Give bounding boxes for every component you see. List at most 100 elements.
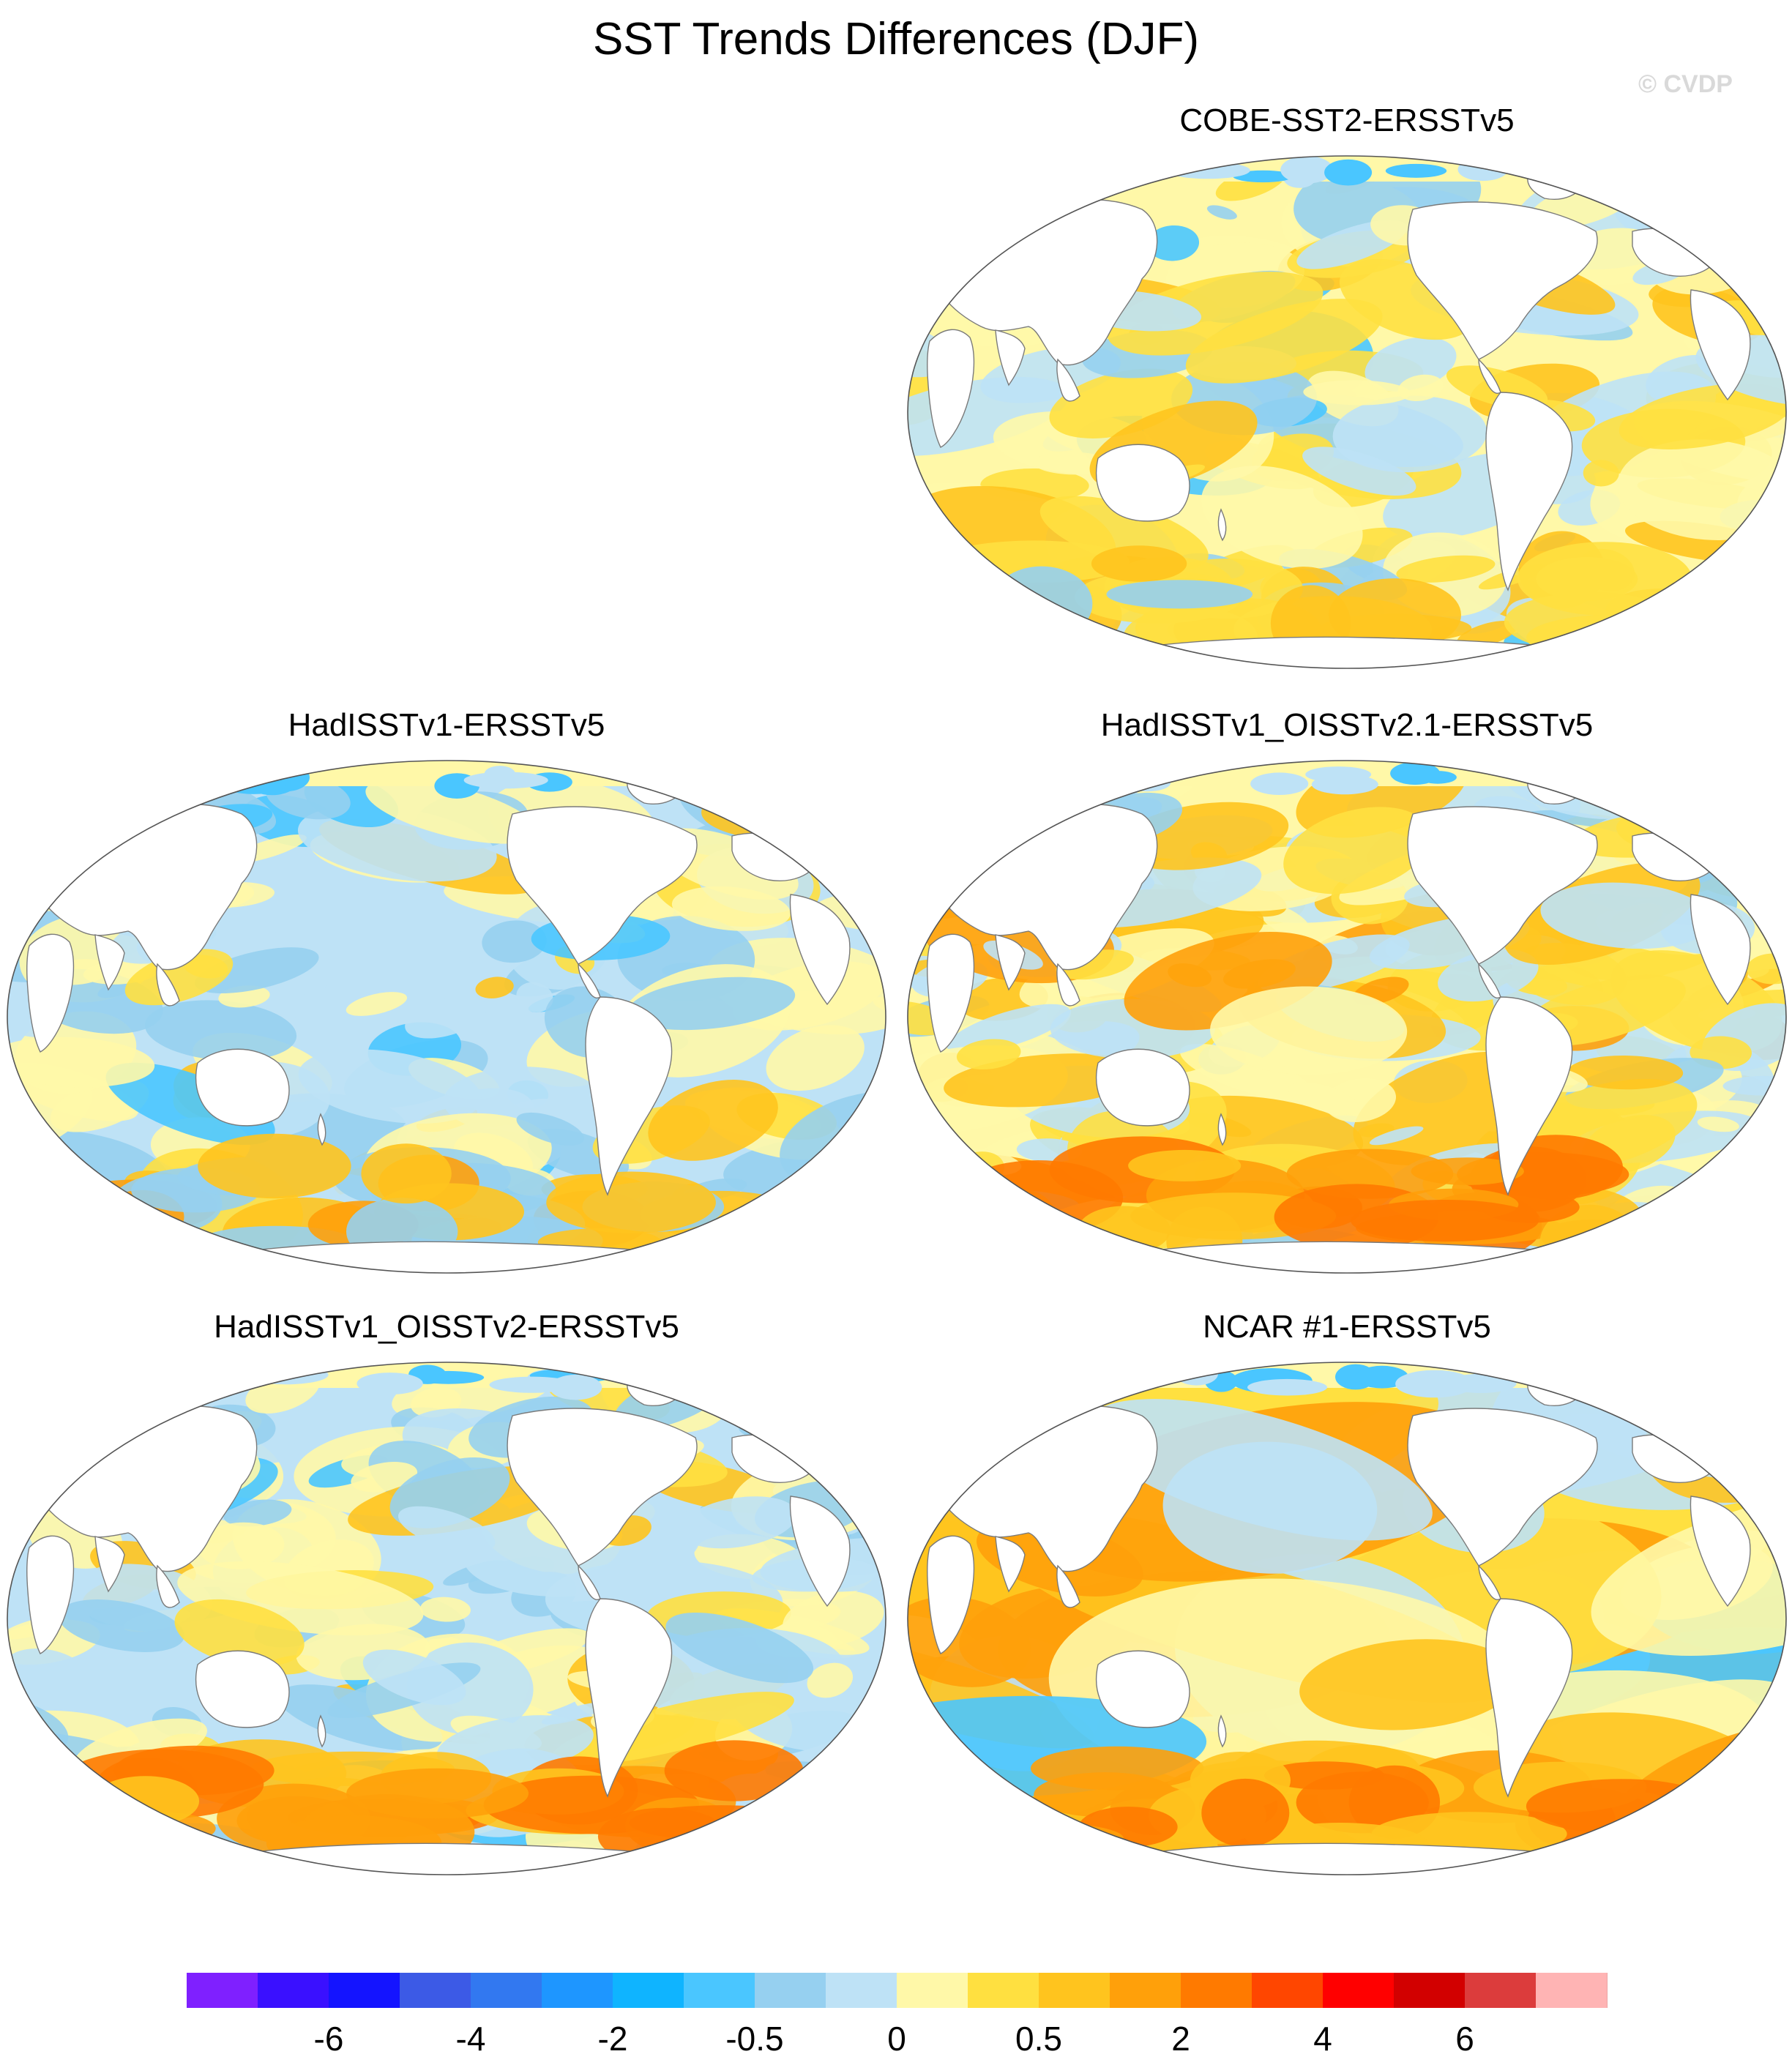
land-newzealand	[317, 1714, 326, 1748]
land-namerica	[507, 806, 698, 965]
map-hadisstv1-oisstv2	[7, 1362, 886, 1875]
land-camerica	[578, 1564, 601, 1600]
main-title: SST Trends Differences (DJF)	[592, 14, 1200, 64]
land-africa2	[789, 1495, 851, 1607]
land	[26, 1375, 851, 1875]
land-newzealand	[1217, 508, 1227, 542]
land-camerica	[1478, 963, 1501, 998]
land-samerica	[1485, 1598, 1573, 1798]
sst-field	[7, 761, 886, 1273]
land-india	[94, 934, 125, 991]
sst-field	[7, 1362, 886, 1875]
land-camerica	[1478, 1564, 1501, 1600]
colorbar-box	[1536, 1973, 1608, 2008]
colorbar-tick-label: 4	[1313, 2020, 1332, 2058]
colorbar-box	[826, 1973, 897, 2008]
land-australia	[1095, 1650, 1190, 1728]
land-africa	[926, 329, 975, 448]
panel-hadisstv1-oisstv21: HadISSTv1_OISSTv2.1-ERSSTv5	[900, 707, 1792, 1278]
land-africa2	[789, 894, 851, 1006]
land-newzealand	[317, 1113, 326, 1146]
land-seasia	[1056, 963, 1080, 1007]
land-africa	[926, 1535, 975, 1654]
land-seasia	[156, 1564, 180, 1608]
land-seasia	[1056, 358, 1080, 402]
colorbar-box	[187, 1973, 258, 2008]
map-outline	[7, 1362, 886, 1875]
colorbar-box	[1110, 1973, 1181, 2008]
sst-field	[908, 761, 1786, 1273]
land-africa	[926, 933, 975, 1053]
panel-title-hadisstv1-oisstv2: HadISSTv1_OISSTv2-ERSSTv5	[214, 1309, 679, 1345]
land-africa2	[1690, 894, 1751, 1006]
land-africa	[26, 1535, 75, 1654]
land-namerica	[1407, 1408, 1598, 1567]
panel-title-ncar: NCAR #1-ERSSTv5	[1203, 1309, 1491, 1345]
land-camerica	[578, 963, 601, 998]
land-camerica	[1478, 358, 1501, 394]
colorbar-box	[1181, 1973, 1252, 2008]
colorbar-tick-label: 0.5	[1015, 2020, 1062, 2058]
land-seasia	[156, 963, 180, 1007]
land-seasia	[1056, 1564, 1080, 1608]
panel-cobe: COBE-SST2-ERSSTv5	[900, 102, 1792, 673]
land-namerica	[507, 1408, 698, 1567]
panel-title-hadisstv1-oisstv21: HadISSTv1_OISSTv2.1-ERSSTv5	[1100, 707, 1594, 743]
panel-hadisstv1-oisstv2: HadISSTv1_OISSTv2-ERSSTv5	[0, 1309, 893, 1880]
colorbar-box	[471, 1973, 542, 2008]
colorbar-tick-label: 2	[1171, 2020, 1190, 2058]
colorbar-tick-label: 6	[1455, 2020, 1474, 2058]
colorbar-box	[542, 1973, 613, 2008]
cvdp-watermark: © CVDP	[1638, 70, 1733, 98]
map-outline	[907, 155, 1787, 669]
land-namerica	[1407, 806, 1598, 965]
colorbar-tick-label: -6	[313, 2020, 344, 2058]
colorbar-box	[1039, 1973, 1110, 2008]
land-namerica	[1407, 201, 1598, 360]
colorbar-box	[755, 1973, 826, 2008]
panel-title-cobe: COBE-SST2-ERSSTv5	[1179, 102, 1515, 138]
land-samerica	[585, 996, 673, 1196]
colorbar-box	[258, 1973, 329, 2008]
land-africa	[26, 933, 75, 1053]
colorbar	[187, 1973, 1608, 2008]
colorbar-box	[1394, 1973, 1466, 2008]
map-hadisstv1	[7, 760, 886, 1274]
colorbar-tick-label: -0.5	[725, 2020, 784, 2058]
land-australia	[1095, 1048, 1190, 1127]
map-outline	[7, 760, 886, 1274]
colorbar-box	[684, 1973, 755, 2008]
land-samerica	[1485, 392, 1573, 591]
colorbar-box	[400, 1973, 471, 2008]
map-outline	[907, 760, 1787, 1274]
colorbar-box	[1465, 1973, 1537, 2008]
land-india	[995, 934, 1026, 991]
map-hadisstv1-oisstv21	[907, 760, 1787, 1274]
land-samerica	[1485, 996, 1573, 1196]
sst-field	[908, 1362, 1786, 1875]
colorbar-box	[329, 1973, 400, 2008]
colorbar-tick-label: -2	[597, 2020, 628, 2058]
land-australia	[195, 1650, 290, 1728]
map-outline	[907, 1362, 1787, 1875]
map-ncar	[907, 1362, 1787, 1875]
panel-ncar: NCAR #1-ERSSTv5	[900, 1309, 1792, 1880]
panel-title-hadisstv1: HadISSTv1-ERSSTv5	[288, 707, 605, 743]
land-india	[94, 1536, 125, 1593]
colorbar-box	[1252, 1973, 1324, 2008]
land-newzealand	[1217, 1113, 1227, 1146]
colorbar-box	[613, 1973, 684, 2008]
land-africa2	[1690, 289, 1751, 401]
land-india	[995, 1536, 1026, 1593]
sst-field	[908, 156, 1786, 668]
land-newzealand	[1217, 1714, 1227, 1748]
colorbar-box	[968, 1973, 1039, 2008]
land-india	[995, 329, 1026, 387]
land-australia	[1095, 444, 1190, 522]
colorbar-box	[897, 1973, 968, 2008]
map-cobe	[907, 155, 1787, 669]
colorbar-tick-label: -4	[455, 2020, 486, 2058]
land-australia	[195, 1048, 290, 1127]
colorbar-box	[1323, 1973, 1395, 2008]
land-samerica	[585, 1598, 673, 1798]
